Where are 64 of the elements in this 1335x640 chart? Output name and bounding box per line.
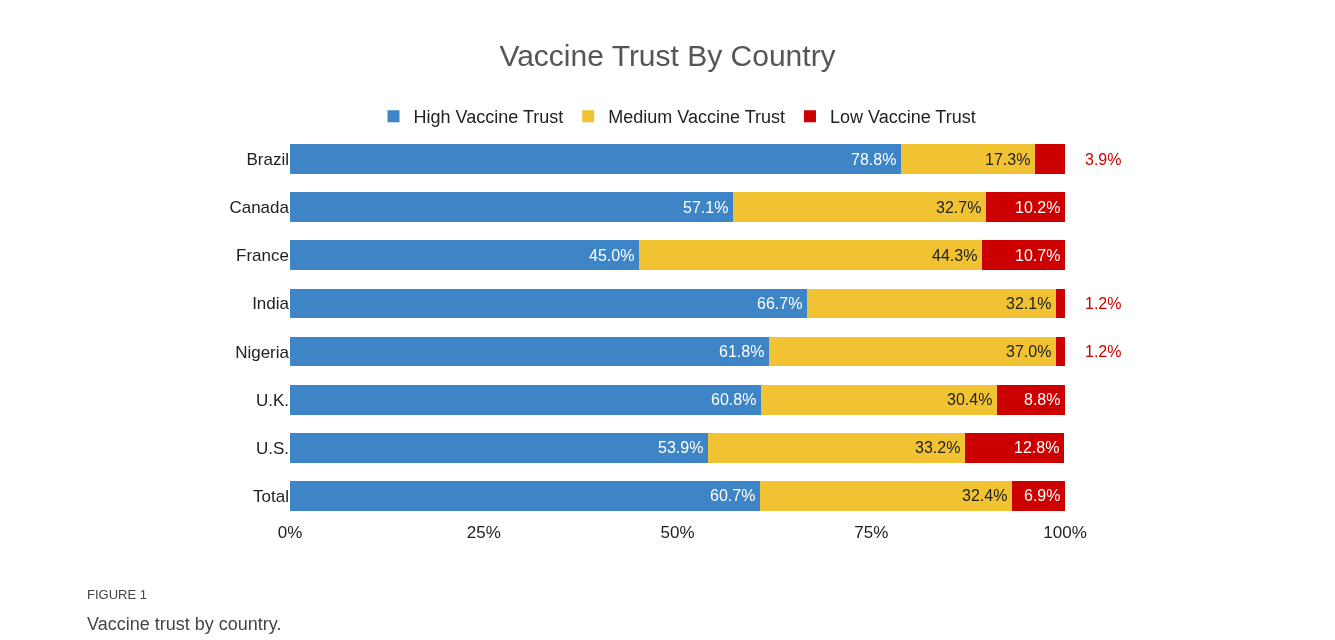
data-label: 78.8% bbox=[851, 151, 897, 168]
y-tick-label: France bbox=[236, 246, 289, 266]
data-label: 60.7% bbox=[710, 487, 756, 504]
bar bbox=[982, 240, 1065, 271]
bar bbox=[290, 144, 901, 174]
y-tick-label: India bbox=[252, 294, 290, 314]
chart-title: Vaccine Trust By Country bbox=[499, 38, 836, 72]
bar bbox=[806, 288, 1056, 319]
bar bbox=[290, 481, 761, 511]
data-label: 32.7% bbox=[936, 199, 982, 216]
bar bbox=[707, 432, 966, 463]
x-tick-label: 0% bbox=[277, 523, 303, 542]
bar bbox=[290, 432, 708, 463]
bar bbox=[768, 336, 1056, 367]
data-label: 8.8% bbox=[1024, 391, 1061, 408]
data-label: 32.1% bbox=[1006, 295, 1052, 312]
data-label: 30.4% bbox=[947, 391, 993, 408]
bar bbox=[290, 336, 769, 367]
bar bbox=[290, 240, 639, 271]
data-label: 61.8% bbox=[719, 343, 765, 360]
data-label: 44.3% bbox=[932, 247, 978, 264]
y-tick-label: Nigeria bbox=[235, 342, 290, 362]
bar bbox=[732, 192, 986, 223]
data-label: 53.9% bbox=[658, 439, 704, 456]
bar bbox=[900, 144, 1035, 174]
data-label: 66.7% bbox=[757, 295, 803, 312]
data-label: 57.1% bbox=[683, 199, 729, 216]
data-label: 10.7% bbox=[1015, 247, 1061, 264]
legend-label: High Vaccine Trust bbox=[413, 107, 564, 128]
bar bbox=[761, 384, 997, 415]
caption: FIGURE 1 bbox=[87, 587, 147, 602]
x-tick-label: 100% bbox=[1043, 523, 1087, 542]
y-tick-label: Total bbox=[253, 486, 289, 506]
text: Vaccine trust by country. bbox=[87, 614, 282, 634]
x-tick-label: 25% bbox=[466, 523, 501, 542]
data-label: 6.9% bbox=[1024, 487, 1061, 504]
y-tick-label: Brazil bbox=[246, 150, 289, 170]
data-label: 60.8% bbox=[711, 391, 757, 408]
data-label: 37.0% bbox=[1006, 343, 1052, 360]
data-label: 33.2% bbox=[915, 439, 961, 456]
data-label: 12.8% bbox=[1014, 439, 1060, 456]
x-tick-label: 75% bbox=[854, 523, 889, 542]
data-label: 32.4% bbox=[962, 487, 1008, 504]
data-label: 45.0% bbox=[589, 247, 635, 264]
data-label: 1.2% bbox=[1085, 295, 1122, 312]
data-label: 3.9% bbox=[1085, 151, 1122, 168]
legend-label: Medium Vaccine Trust bbox=[608, 107, 785, 128]
data-label: 17.3% bbox=[985, 151, 1031, 168]
bar bbox=[760, 481, 1012, 511]
legend-label: Low Vaccine Trust bbox=[829, 107, 976, 128]
data-label: 1.2% bbox=[1085, 343, 1122, 360]
bar bbox=[290, 192, 733, 223]
x-tick-label: 50% bbox=[660, 523, 695, 542]
bar bbox=[1055, 336, 1065, 367]
data-label: 10.2% bbox=[1015, 199, 1061, 216]
y-tick-label: U.S. bbox=[255, 438, 289, 458]
bar bbox=[1034, 144, 1065, 174]
bar bbox=[1055, 288, 1065, 319]
bar bbox=[290, 288, 807, 319]
bar bbox=[965, 432, 1065, 463]
y-tick-label: U.K. bbox=[255, 390, 289, 410]
bar bbox=[638, 240, 983, 271]
bar bbox=[290, 384, 762, 415]
y-tick-label: Canada bbox=[229, 198, 290, 218]
